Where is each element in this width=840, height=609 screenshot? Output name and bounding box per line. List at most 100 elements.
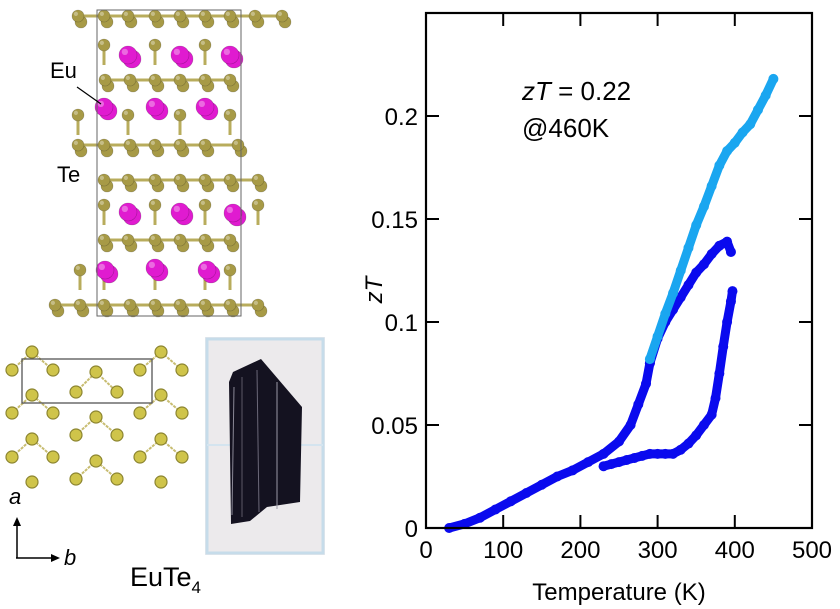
te-atom bbox=[110, 385, 124, 399]
te-atom bbox=[223, 173, 237, 187]
te-atom-highlight bbox=[73, 11, 78, 16]
te-atom bbox=[110, 472, 124, 486]
eu-atom-highlight bbox=[173, 48, 181, 55]
te-atom bbox=[69, 428, 83, 442]
te-atom-highlight bbox=[123, 11, 128, 16]
te-atom bbox=[154, 432, 168, 446]
data-point bbox=[698, 420, 709, 430]
te-atom bbox=[148, 173, 162, 187]
data-point bbox=[714, 368, 725, 379]
te-atom bbox=[121, 173, 135, 187]
te-atom-highlight bbox=[99, 200, 104, 205]
te-atom bbox=[173, 298, 187, 312]
te-atom bbox=[123, 298, 137, 312]
data-point bbox=[683, 242, 694, 253]
te-atom-highlight bbox=[200, 11, 205, 16]
te-atom-highlight bbox=[150, 300, 155, 305]
te-atom-highlight bbox=[150, 11, 155, 16]
te-atom bbox=[46, 450, 60, 464]
data-point bbox=[652, 448, 663, 459]
eu-atom-highlight bbox=[121, 48, 128, 55]
te-atom bbox=[198, 198, 212, 212]
te-atom-highlight bbox=[123, 175, 128, 180]
eu-atom bbox=[94, 97, 114, 117]
compound-base: EuTe bbox=[130, 562, 192, 592]
te-atom-highlight bbox=[75, 300, 80, 305]
data-point bbox=[668, 448, 679, 459]
eu-atom-highlight bbox=[148, 261, 156, 268]
eu-atom-highlight bbox=[223, 48, 231, 55]
series-line-0 bbox=[444, 358, 655, 533]
eu-atom-highlight bbox=[173, 205, 181, 213]
crystal-atoms bbox=[48, 9, 292, 318]
te-atom bbox=[251, 173, 265, 187]
data-point bbox=[706, 249, 717, 260]
axis-a-arrowhead-icon bbox=[13, 517, 21, 526]
te-atom bbox=[173, 138, 187, 152]
eu-atom bbox=[220, 45, 240, 65]
data-point bbox=[727, 286, 738, 297]
te-atom-highlight bbox=[225, 265, 230, 270]
te-atom-highlight bbox=[175, 235, 180, 240]
te-atom bbox=[173, 108, 187, 122]
te-atom bbox=[173, 73, 187, 87]
te-atom bbox=[71, 9, 85, 23]
eu-atom-highlight bbox=[198, 100, 206, 107]
data-point bbox=[652, 331, 663, 342]
te-atom bbox=[154, 475, 168, 489]
eu-atom bbox=[118, 45, 138, 65]
te-atom bbox=[25, 432, 39, 446]
data-point bbox=[583, 457, 594, 468]
annotation-value: = 0.22 bbox=[551, 76, 631, 106]
te-atom bbox=[198, 138, 212, 152]
plot-data-layer bbox=[444, 73, 779, 533]
te-atom bbox=[89, 365, 103, 379]
te-atom-highlight bbox=[253, 175, 258, 180]
te-atom bbox=[121, 9, 135, 23]
te-chain-bond bbox=[139, 437, 183, 458]
te-atom-highlight bbox=[99, 140, 104, 145]
te-atom-highlight bbox=[175, 75, 180, 80]
data-point bbox=[752, 104, 763, 115]
eu-atom bbox=[195, 97, 215, 117]
te-atom bbox=[46, 406, 60, 420]
data-point bbox=[675, 444, 686, 455]
data-point bbox=[625, 420, 636, 430]
unit-cell-outline bbox=[96, 9, 242, 317]
data-point bbox=[629, 452, 640, 463]
eu-atom-highlight bbox=[121, 205, 128, 213]
te-atom bbox=[148, 38, 162, 52]
data-point bbox=[660, 448, 671, 459]
te-atom bbox=[148, 9, 162, 23]
te-atom bbox=[25, 475, 39, 489]
data-point bbox=[668, 288, 679, 299]
data-point bbox=[552, 471, 563, 482]
te-atom bbox=[73, 263, 87, 277]
te-atom-highlight bbox=[73, 110, 78, 115]
te-atom bbox=[121, 108, 135, 122]
data-point bbox=[614, 457, 624, 468]
te-atom-highlight bbox=[125, 140, 130, 145]
data-point bbox=[760, 90, 771, 101]
data-point bbox=[714, 240, 725, 251]
te-atom-highlight bbox=[200, 140, 205, 145]
te-atom-highlight bbox=[277, 11, 282, 16]
data-point bbox=[706, 181, 717, 192]
te-atom-highlight bbox=[253, 200, 258, 205]
te-atom bbox=[223, 9, 237, 23]
crystal-structure-view bbox=[48, 9, 292, 318]
data-point bbox=[737, 127, 748, 138]
te-atom bbox=[73, 298, 87, 312]
x-axis-title: Temperature (K) bbox=[532, 579, 705, 606]
x-tick-label: 400 bbox=[715, 537, 755, 564]
te-atom bbox=[5, 450, 19, 464]
te-atom bbox=[69, 385, 83, 399]
te-atom bbox=[173, 9, 187, 23]
data-point bbox=[722, 236, 733, 247]
compound-subscript: 4 bbox=[191, 578, 202, 597]
axes-layer: 0 100 200 300 400 500 0 0.05 0.1 0.15 0.2 bbox=[371, 13, 832, 564]
te-atom-highlight bbox=[225, 110, 230, 115]
annotation-zt: zT bbox=[521, 76, 553, 106]
te-atom bbox=[148, 233, 162, 247]
te-atom-highlight bbox=[150, 235, 155, 240]
